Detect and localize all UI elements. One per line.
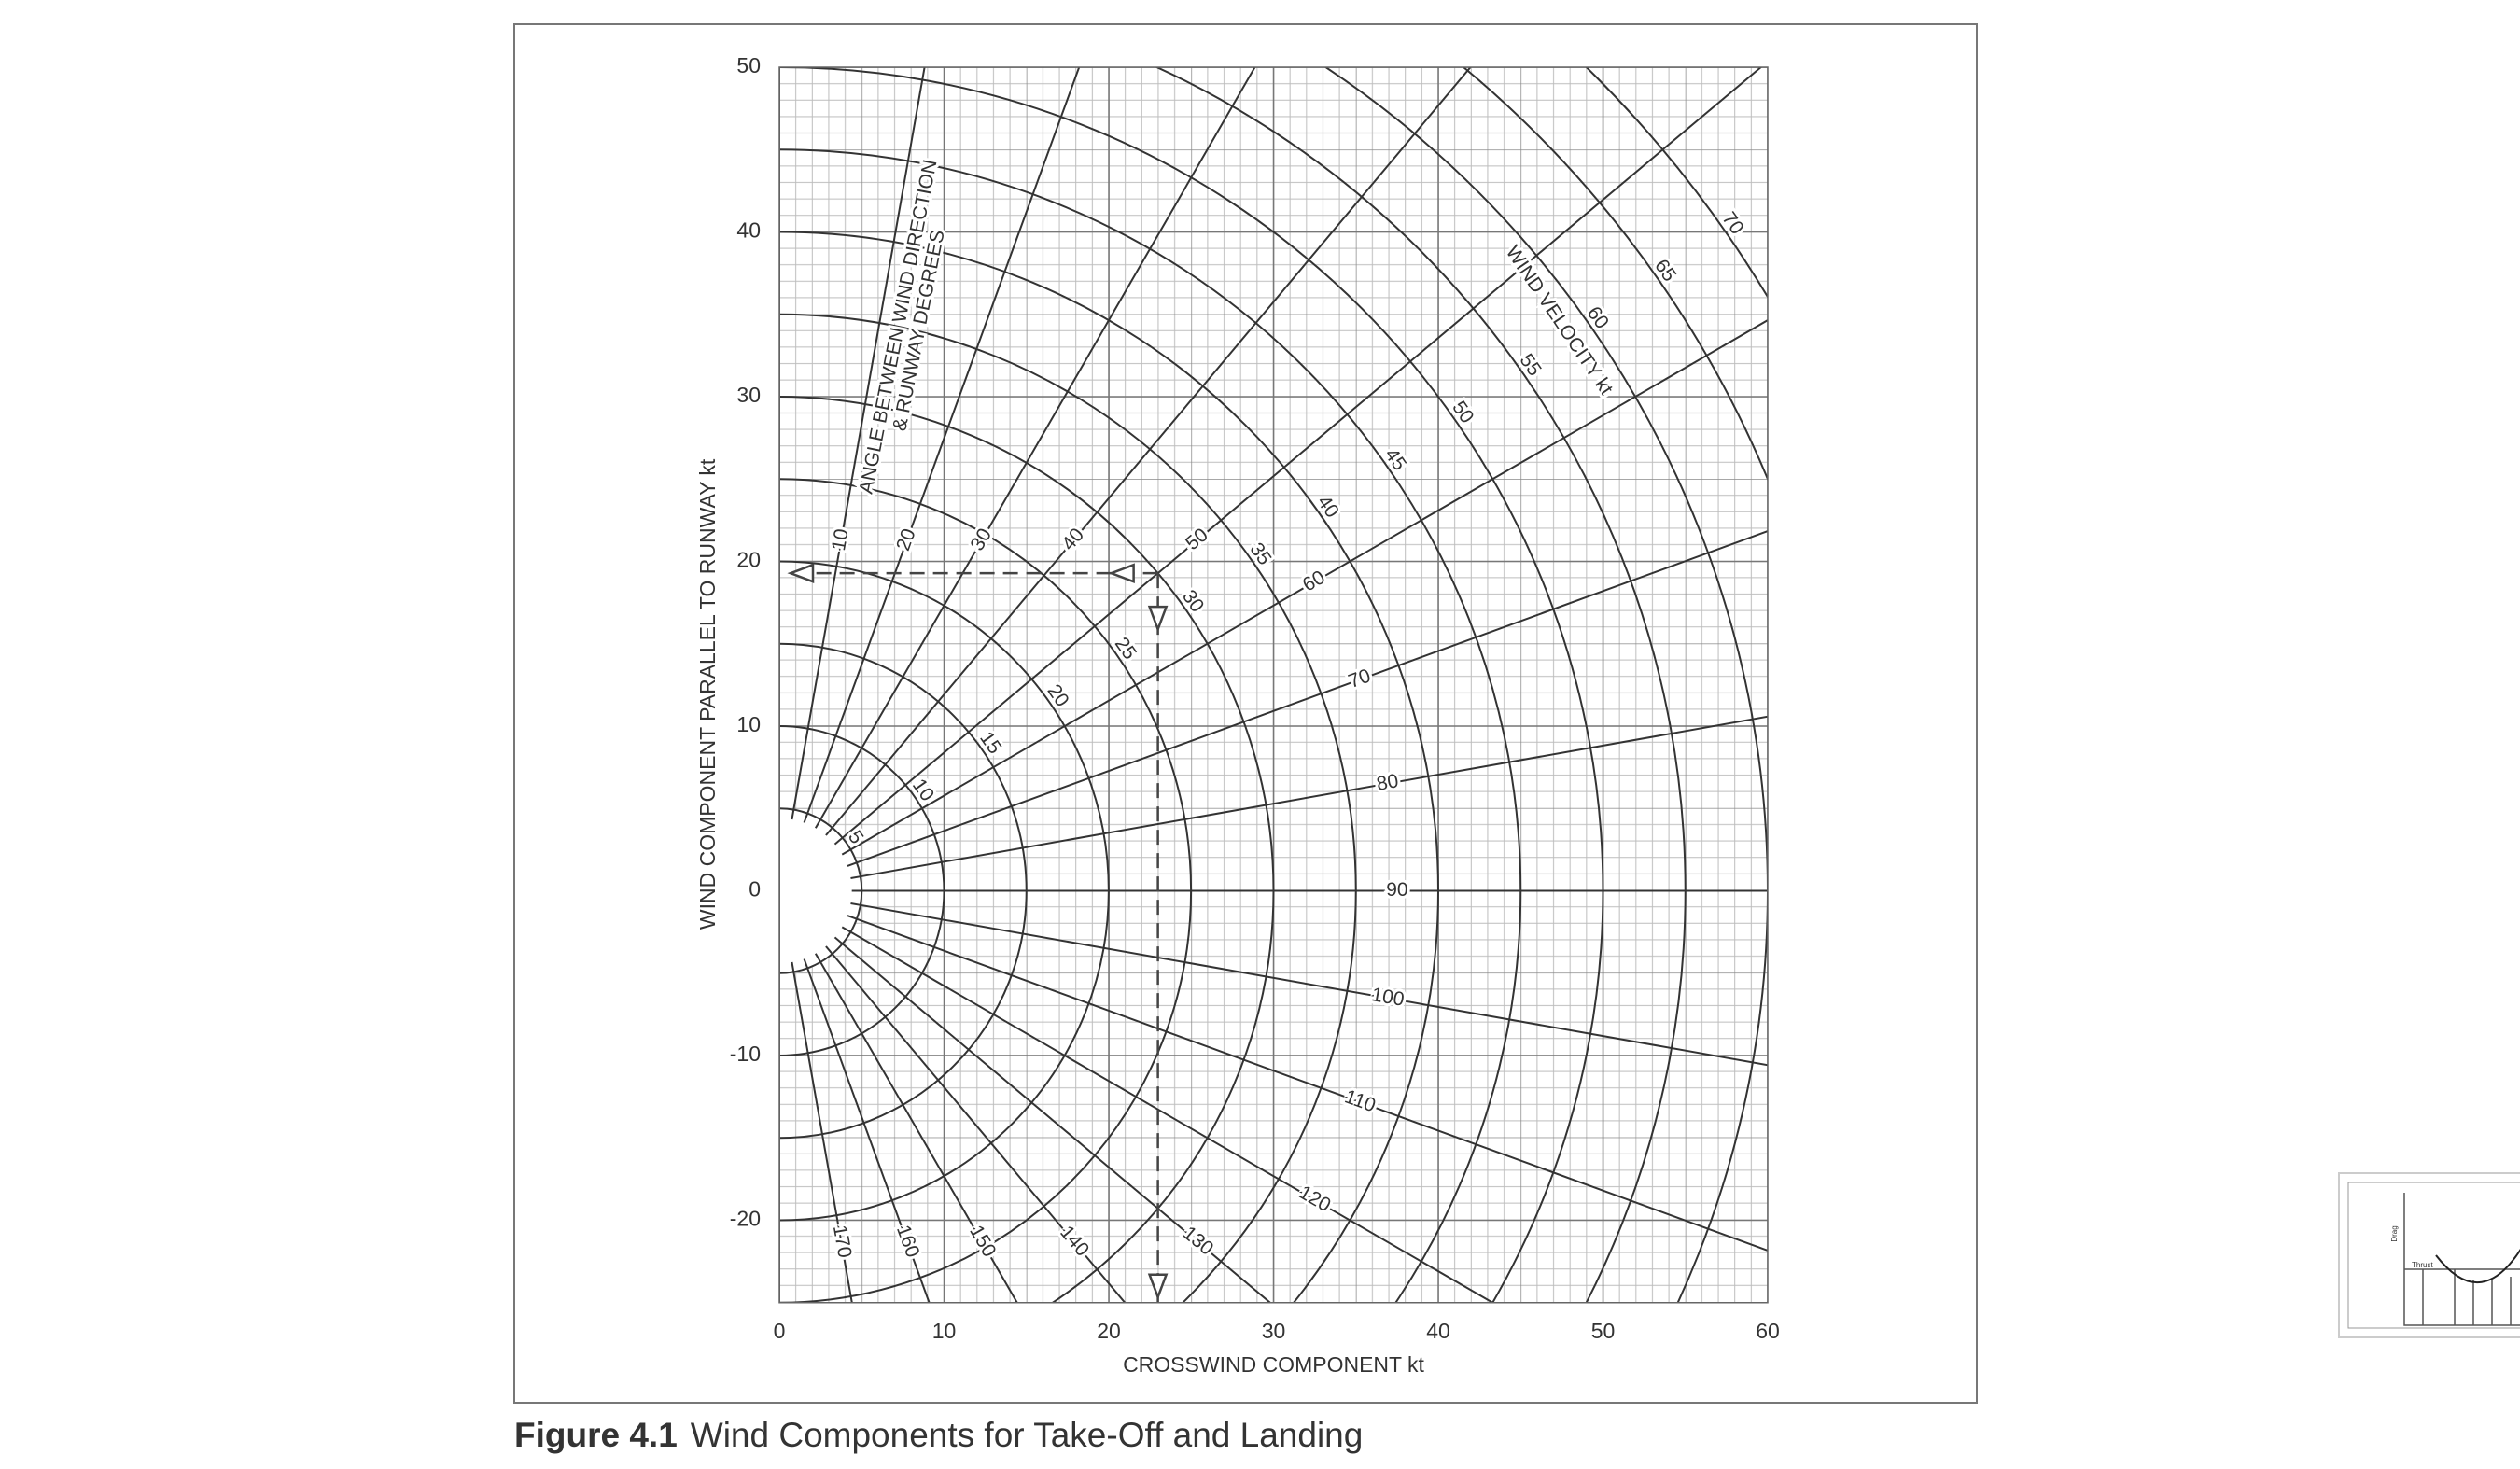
x-tick-label: 40	[1426, 1319, 1450, 1343]
arrow	[1108, 563, 1135, 583]
y-axis-label: WIND COMPONENT PARALLEL TO RUNWAY kt	[695, 458, 720, 930]
angle-tick	[841, 926, 851, 933]
x-tick-label: 30	[1262, 1319, 1286, 1343]
angle-line	[831, 67, 1472, 829]
angle-line	[806, 968, 931, 1303]
angle-tick	[847, 915, 858, 920]
y-tick-label: 40	[736, 218, 761, 243]
x-tick-label: 60	[1756, 1319, 1780, 1343]
y-tick-label: -10	[730, 1042, 761, 1066]
angle-label: 10	[828, 527, 853, 553]
thumbnail-y-label: Drag	[2390, 1225, 2399, 1241]
arrow	[787, 563, 815, 583]
angle-line	[819, 961, 1018, 1303]
angle-line	[849, 318, 1768, 851]
angle-tick	[814, 818, 821, 829]
y-tick-label: 50	[736, 53, 761, 77]
angle-tick	[833, 936, 844, 944]
thumbnail-page	[2347, 1182, 2520, 1329]
angle-tick	[803, 813, 809, 823]
y-tick-label: 0	[749, 877, 761, 902]
angle-line	[856, 917, 1768, 1252]
angle-line	[831, 953, 1127, 1303]
y-tick-label: 30	[736, 383, 761, 407]
angle-tick	[833, 837, 844, 846]
x-tick-label: 0	[774, 1319, 786, 1343]
angle-tick	[850, 875, 861, 879]
angle-tick	[803, 958, 809, 969]
angle-label: 80	[1375, 770, 1400, 795]
arrow	[1147, 605, 1169, 633]
angle-line	[860, 903, 1768, 1067]
x-tick-label: 20	[1097, 1319, 1121, 1343]
angle-tick	[847, 861, 858, 867]
x-tick-label: 50	[1591, 1319, 1616, 1343]
thumbnail: Drag Thrust	[2338, 1172, 2520, 1338]
angle-line	[849, 930, 1495, 1303]
arrow	[1147, 1273, 1169, 1301]
thumbnail-curve-label: Thrust	[2412, 1261, 2433, 1269]
plot	[779, 67, 1768, 1303]
y-tick-label: -20	[730, 1207, 761, 1231]
angle-line	[860, 715, 1768, 878]
x-axis-label: CROSSWIND COMPONENT kt	[1123, 1352, 1424, 1377]
angle-tick	[791, 809, 795, 820]
angle-line	[806, 67, 1081, 814]
angle-tick	[850, 902, 861, 906]
angle-tick	[841, 848, 851, 856]
angle-tick	[791, 961, 795, 972]
angle-line	[819, 67, 1256, 820]
angle-line	[841, 943, 1272, 1303]
angle-label: 90	[1386, 879, 1407, 901]
angle-line	[792, 972, 853, 1303]
inner-blank	[779, 808, 862, 973]
angle-tick	[825, 945, 833, 955]
y-tick-label: 10	[736, 712, 761, 736]
plot-border	[778, 66, 1769, 1304]
thumbnail-axes	[2403, 1193, 2520, 1326]
x-tick-label: 10	[932, 1319, 957, 1343]
thumbnail-curve	[2435, 1248, 2520, 1284]
figure-label: Figure 4.1	[514, 1416, 678, 1454]
figure-caption: Figure 4.1 Wind Components for Take-Off a…	[514, 1416, 1363, 1454]
angle-line	[856, 529, 1768, 864]
figure-title: Wind Components for Take-Off and Landing	[691, 1416, 1364, 1454]
y-tick-label: 20	[736, 548, 761, 572]
angle-line	[841, 67, 1763, 839]
angle-line	[792, 67, 926, 810]
angle-tick	[825, 827, 833, 836]
angle-tick	[814, 953, 821, 963]
